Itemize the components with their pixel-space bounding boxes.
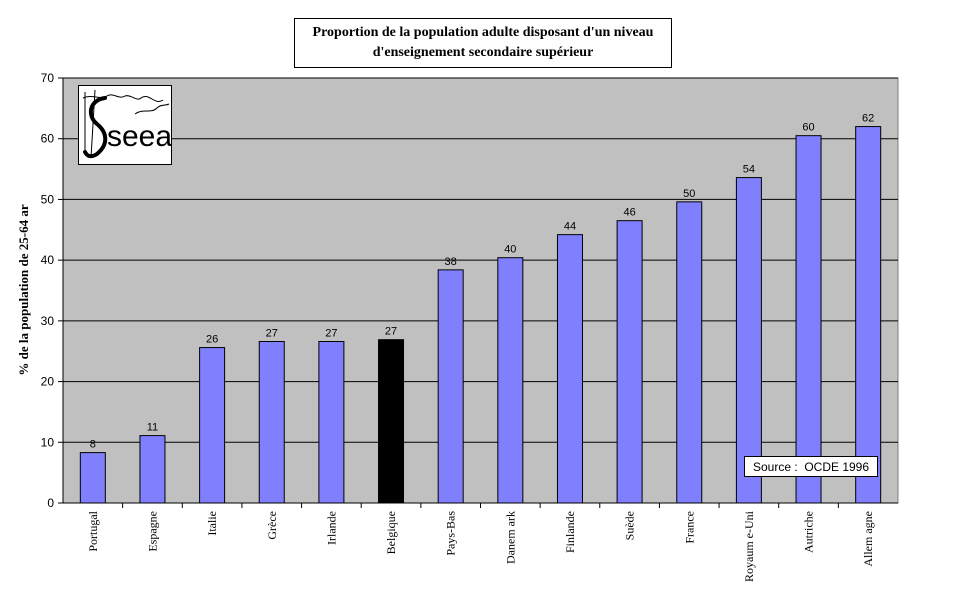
- bar-4: [318, 341, 345, 504]
- x-tick-label-9: Suède: [623, 511, 637, 540]
- bar-2: [199, 347, 226, 504]
- data-label-3: 27: [266, 328, 278, 340]
- bar-0: [79, 452, 106, 504]
- x-tick-label-1: Espagne: [145, 511, 159, 552]
- x-tick-label-2: Italie: [205, 511, 219, 536]
- y-tick-label: 40: [41, 253, 55, 267]
- bar-3: [258, 341, 285, 504]
- data-label-11: 54: [743, 164, 755, 176]
- x-tick-label-6: Pays-Bas: [444, 511, 458, 556]
- x-tick-label-5: Belgique: [384, 511, 398, 554]
- logo-letters: seea: [107, 120, 171, 153]
- data-label-6: 38: [445, 256, 457, 268]
- y-tick-label: 30: [41, 314, 55, 328]
- bar-7: [497, 257, 524, 504]
- data-label-12: 60: [802, 122, 814, 134]
- chart-title-line-1: Proportion de la population adulte dispo…: [312, 25, 654, 40]
- data-label-9: 46: [623, 207, 635, 219]
- data-label-13: 62: [862, 113, 874, 125]
- chart-title-line-2: d'enseignement secondaire supérieur: [372, 45, 594, 60]
- bar-6: [437, 269, 464, 504]
- data-label-5: 27: [385, 326, 397, 338]
- x-tick-label-12: Autriche: [802, 511, 816, 553]
- x-tick-label-13: Allem agne: [861, 511, 875, 567]
- source-annotation: Source : OCDE 1996: [744, 456, 878, 477]
- bar-11: [735, 177, 762, 504]
- bar-1: [139, 435, 166, 504]
- y-tick-label: 60: [41, 132, 55, 146]
- data-label-0: 8: [90, 439, 96, 451]
- x-tick-label-8: Finlande: [563, 511, 577, 553]
- chart-title: Proportion de la population adulte dispo…: [294, 18, 672, 68]
- bar-8: [556, 234, 583, 504]
- bar-13: [855, 126, 882, 504]
- x-tick-label-10: France: [682, 511, 696, 544]
- bar-9: [616, 220, 643, 504]
- y-tick-label: 70: [41, 71, 55, 85]
- x-tick-label-3: Grèce: [265, 511, 279, 540]
- data-label-8: 44: [564, 221, 576, 233]
- bar-10: [676, 201, 703, 504]
- y-tick-label: 0: [47, 496, 54, 510]
- data-label-4: 27: [325, 328, 337, 340]
- data-label-10: 50: [683, 188, 695, 200]
- data-label-2: 26: [206, 334, 218, 346]
- bar-12: [795, 135, 822, 504]
- y-tick-label: 10: [41, 435, 55, 449]
- y-tick-label: 50: [41, 192, 55, 206]
- y-axis-label: % de la population de 25-64 ar: [16, 204, 31, 376]
- x-tick-label-11: Royaum e-Uni: [742, 510, 756, 582]
- plot-area: [62, 77, 899, 504]
- x-tick-label-4: Irlande: [324, 511, 338, 545]
- seea-logo-graphic: seea: [82, 89, 172, 159]
- data-label-7: 40: [504, 244, 516, 256]
- data-label-1: 11: [147, 422, 158, 434]
- bar-5: [378, 339, 405, 504]
- y-tick-label: 20: [41, 375, 55, 389]
- x-tick-label-0: Portugal: [86, 510, 100, 551]
- x-tick-label-7: Danem ark: [503, 511, 517, 564]
- seea-logo: seea: [78, 85, 172, 165]
